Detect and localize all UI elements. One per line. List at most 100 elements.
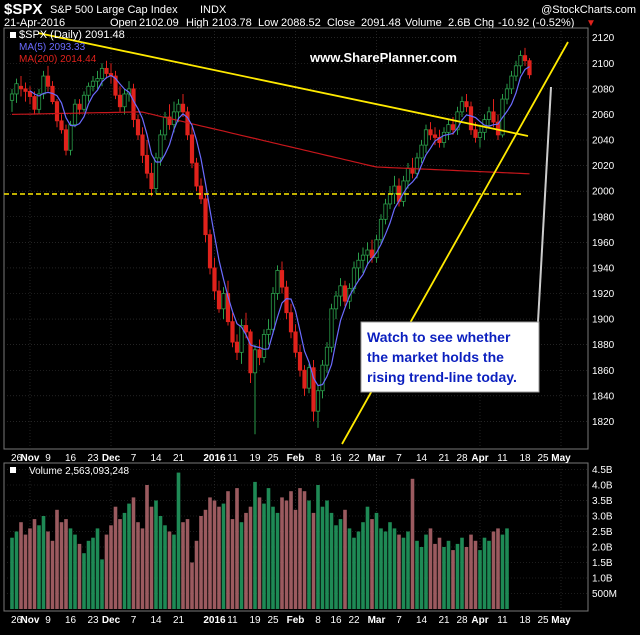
volume-bar [356, 531, 361, 609]
volume-bar [131, 497, 136, 609]
x-tick-label: 26 [11, 615, 23, 626]
candle-body [360, 254, 366, 261]
chart-symbol: $SPX [4, 1, 42, 18]
candle-body [378, 218, 384, 241]
x-tick-label: 14 [150, 615, 162, 626]
volume-bar [266, 488, 271, 609]
x-tick-label: 8 [315, 453, 321, 464]
volume-bar [437, 537, 442, 609]
candle-body [261, 334, 267, 358]
price-tick-label: 2060 [592, 110, 615, 121]
x-tick-label: 28 [456, 453, 468, 464]
volume-bar [257, 497, 262, 609]
price-tick-label: 1940 [592, 263, 615, 274]
x-tick-label: 22 [348, 453, 360, 464]
candle-body [338, 285, 343, 297]
candle-body [270, 293, 276, 330]
volume-bar [253, 481, 257, 609]
volume-bar [338, 519, 343, 609]
candle-body [135, 119, 141, 136]
volume-bar [433, 543, 437, 609]
candle-body [212, 267, 217, 292]
candle-body [221, 293, 226, 310]
volume-bar [50, 540, 55, 609]
x-tick-label: 21 [173, 615, 185, 626]
volume-bar [77, 543, 82, 609]
x-tick-label: Nov [21, 615, 40, 626]
low-label: Low [258, 17, 278, 29]
candle-body [140, 134, 145, 156]
x-tick-label: 19 [249, 453, 261, 464]
volume-bar [455, 543, 460, 609]
chart-date: 21-Apr-2016 [4, 17, 65, 29]
price-tick-label: 2020 [592, 161, 615, 172]
volume-bar [293, 509, 298, 609]
watermark: www.SharePlanner.com [309, 50, 457, 65]
candle-body [252, 349, 258, 374]
open-value: 2102.09 [139, 17, 179, 29]
x-tick-label: 14 [150, 453, 162, 464]
volume-bar [181, 522, 185, 609]
volume-bar [284, 500, 289, 609]
volume-bar [275, 512, 280, 609]
volume-tick-label: 2.0B [592, 543, 613, 554]
candle-body [18, 85, 24, 90]
candle-body [347, 287, 352, 302]
candle-body [423, 129, 429, 146]
candle-body [450, 124, 456, 131]
candle-body [306, 367, 312, 389]
price-tick-label: 2000 [592, 187, 615, 198]
ma5-legend: MA(5) 2093.33 [19, 42, 86, 53]
candle-body [468, 106, 474, 131]
candle-body [32, 96, 37, 110]
volume-bar [410, 478, 415, 609]
volume-bar [37, 525, 41, 609]
candle-body [95, 78, 100, 82]
candle-body [243, 325, 249, 333]
volume-bar [95, 528, 100, 609]
candle-body [342, 285, 348, 302]
candle-body [207, 234, 213, 269]
volume-bar [496, 528, 500, 609]
volume-bar [298, 488, 302, 609]
candle-body [45, 75, 51, 87]
chart-title: S&P 500 Large Cap Index [50, 4, 178, 16]
x-tick-label: 18 [519, 615, 531, 626]
volume-bar [145, 485, 149, 609]
volume-bar [316, 485, 320, 609]
volume-bar [10, 537, 14, 609]
x-tick-label: 23 [87, 453, 99, 464]
volume-bar [127, 503, 131, 609]
x-tick-label: 14 [416, 453, 428, 464]
high-label: High [186, 17, 209, 29]
volume-bar [361, 522, 365, 609]
candle-body [41, 75, 46, 95]
candle-body [522, 55, 528, 62]
price-legend: $SPX (Daily) 2091.48 [19, 29, 125, 41]
volume-bar [280, 497, 284, 609]
price-tick-label: 1920 [592, 289, 615, 300]
volume-bar [136, 522, 140, 609]
volume-bar [217, 506, 221, 609]
volume-bar [406, 531, 410, 609]
x-tick-label: 2016 [203, 615, 226, 626]
x-tick-label: 25 [537, 453, 549, 464]
price-tick-label: 2100 [592, 59, 615, 70]
candle-body [189, 134, 195, 164]
low-value: 2088.52 [281, 17, 321, 29]
volume-bar [68, 528, 73, 609]
volume-label: Volume [405, 17, 442, 29]
x-tick-label: 7 [131, 615, 137, 626]
open-label: Open [110, 17, 137, 29]
candle-body [414, 157, 420, 174]
x-tick-label: 11 [227, 453, 238, 464]
candle-body [68, 124, 73, 151]
candle-body [275, 270, 280, 294]
volume-bar [172, 534, 176, 609]
volume-bar [379, 528, 383, 609]
candle-body [113, 75, 118, 96]
close-value: 2091.48 [361, 17, 401, 29]
annotation-line-3: rising trend-line today. [367, 369, 517, 385]
